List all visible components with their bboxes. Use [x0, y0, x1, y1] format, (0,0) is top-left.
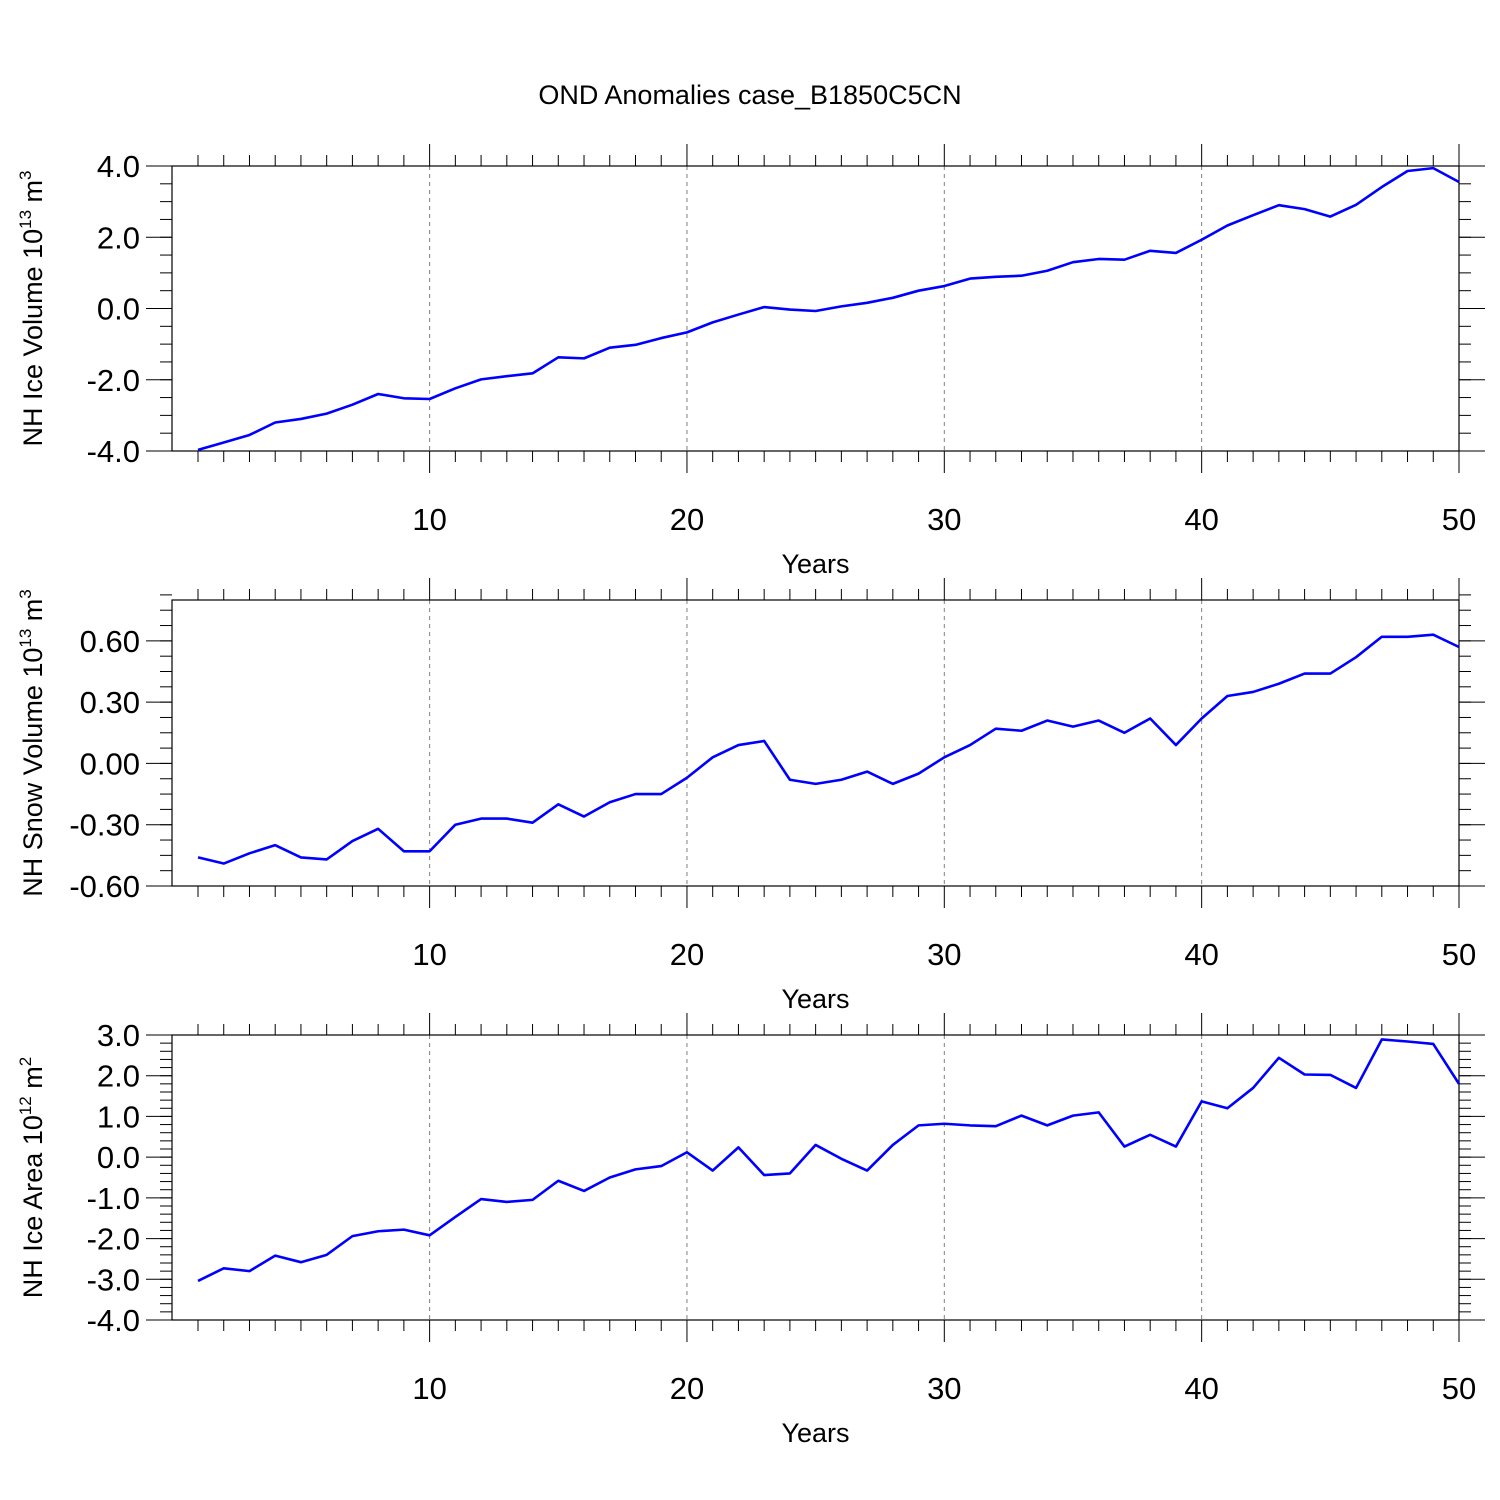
x-axis-title: Years — [781, 1418, 849, 1448]
x-tick-label: 50 — [1442, 937, 1476, 972]
y-tick-label: 0.0 — [97, 292, 140, 327]
x-tick-label: 50 — [1442, 1371, 1476, 1406]
x-tick-label: 50 — [1442, 502, 1476, 537]
y-axis-title-superscript: 12 — [16, 1096, 35, 1115]
y-tick-label: 2.0 — [97, 220, 140, 255]
y-tick-label: 0.0 — [97, 1140, 140, 1175]
y-tick-label: -0.30 — [69, 808, 140, 843]
x-axis-title: Years — [781, 549, 849, 579]
y-tick-label: -4.0 — [87, 434, 140, 469]
y-tick-label: 1.0 — [97, 1099, 140, 1134]
y-tick-label: 0.60 — [80, 624, 140, 659]
y-axis-title-superscript: 13 — [16, 210, 35, 229]
y-axis-title-part: m — [18, 180, 48, 210]
x-tick-label: 10 — [412, 937, 446, 972]
y-tick-label: -0.60 — [69, 869, 140, 904]
x-tick-label: 40 — [1184, 937, 1218, 972]
y-axis-title-part: NH Ice Volume 10 — [18, 229, 48, 447]
y-tick-label: -4.0 — [87, 1303, 140, 1338]
panel-3: -4.0 -3.0 -2.0 -1.0 0.0 1.0 2.0 3.0 10 20 30 40 50 Ye… — [16, 1013, 1485, 1448]
y-tick-label: -2.0 — [87, 1222, 140, 1257]
x-tick-label: 40 — [1184, 502, 1218, 537]
x-tick-label: 10 — [412, 1371, 446, 1406]
y-axis-title: NH Ice Area 1012 m2 — [16, 1057, 48, 1298]
y-axis-title-superscript: 3 — [16, 171, 35, 180]
y-tick-label: 3.0 — [97, 1018, 140, 1053]
series-line — [197, 166, 1460, 452]
series-line — [197, 633, 1460, 865]
y-tick-label: 0.00 — [80, 746, 140, 781]
y-tick-label: 4.0 — [97, 149, 140, 184]
x-tick-label: 20 — [670, 937, 704, 972]
y-axis-title-part: m — [18, 599, 48, 629]
y-tick-label: -1.0 — [87, 1181, 140, 1216]
y-tick-label: 2.0 — [97, 1059, 140, 1094]
x-tick-label: 20 — [670, 502, 704, 537]
x-tick-label: 30 — [927, 1371, 961, 1406]
series-line — [197, 1038, 1461, 1283]
y-axis-title-part: m — [18, 1066, 48, 1096]
x-tick-label: 20 — [670, 1371, 704, 1406]
y-tick-label: 0.30 — [80, 685, 140, 720]
x-tick-label: 10 — [412, 502, 446, 537]
x-tick-label: 30 — [927, 937, 961, 972]
x-tick-label: 30 — [927, 502, 961, 537]
y-tick-label: -3.0 — [87, 1262, 140, 1297]
y-tick-label: -2.0 — [87, 363, 140, 398]
panel-1: -4.0 -2.0 0.0 2.0 4.0 10 20 30 40 50 Years NH Ice V… — [16, 144, 1485, 579]
y-axis-title-superscript: 2 — [16, 1057, 35, 1066]
x-axis-title: Years — [781, 984, 849, 1014]
panel-2: -0.60 -0.30 0.00 0.30 0.60 10 20 30 40 50 Years NH … — [16, 578, 1485, 1014]
y-axis-title-superscript: 13 — [16, 629, 35, 648]
panels: -4.0 -2.0 0.0 2.0 4.0 10 20 30 40 50 Years NH Ice V… — [16, 144, 1485, 1448]
y-axis-title-part: NH Snow Volume 10 — [18, 648, 48, 897]
y-axis-title-part: NH Ice Area 10 — [18, 1115, 48, 1298]
figure-title: OND Anomalies case_B1850C5CN — [538, 80, 961, 110]
y-axis-title: NH Ice Volume 1013 m3 — [16, 171, 48, 447]
x-tick-label: 40 — [1184, 1371, 1218, 1406]
y-axis-title-superscript: 3 — [16, 589, 35, 598]
y-axis-title: NH Snow Volume 1013 m3 — [16, 589, 48, 897]
